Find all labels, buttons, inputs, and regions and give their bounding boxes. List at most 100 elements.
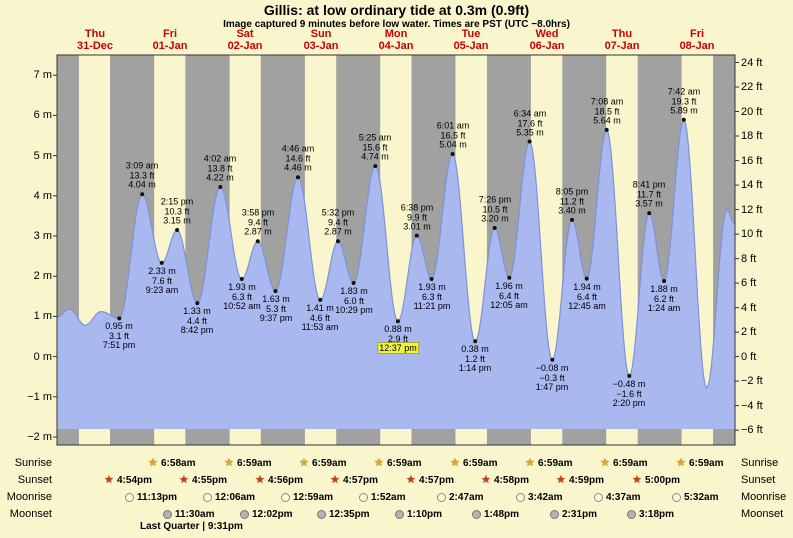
sunset-time: 4:54pm (117, 475, 153, 486)
y-axis-label-left: −2 m (27, 431, 52, 443)
tide-annotation-low: 1.94 m 6.4 ft 12:45 am (568, 282, 606, 311)
moonrise-icon (203, 493, 212, 502)
day-label: Fri 01-Jan (152, 28, 188, 52)
moonrise-time: 12:06am (215, 492, 256, 503)
tide-extreme-dot (527, 139, 532, 144)
tide-annotation-low: 1.88 m 6.2 ft 1:24 am (647, 284, 681, 313)
sunset-time: 4:57pm (419, 475, 455, 486)
sunset-star-icon: ★ (481, 474, 491, 486)
sunrise-star-icon: ★ (148, 457, 158, 469)
tide-extreme-dot (159, 260, 164, 265)
tide-annotation-low: 0.38 m 1.2 ft 1:14 pm (458, 344, 492, 373)
y-axis-label-right: 2 ft (741, 326, 757, 338)
tide-extreme-dot (414, 233, 419, 238)
tide-annotation-low: 1.83 m 6.0 ft 10:29 pm (335, 286, 373, 315)
sunrise-time: 6:59am (312, 458, 347, 469)
day-label: Thu 07-Jan (604, 28, 640, 52)
tide-extreme-dot (395, 319, 400, 324)
sunset-star-icon: ★ (406, 474, 416, 486)
sunset-star-icon: ★ (255, 474, 265, 486)
tide-annotation-high: 7:42 am 19.3 ft 5.89 m (667, 86, 701, 116)
sunrise-star-icon: ★ (374, 457, 384, 469)
y-axis-label-right: 6 ft (741, 277, 757, 289)
tide-extreme-dot (627, 373, 632, 378)
moonset-time: 12:02pm (252, 509, 293, 520)
sunrise-star-icon: ★ (600, 457, 610, 469)
tide-extreme-dot (662, 279, 667, 283)
moonrise-time: 12:59am (293, 492, 334, 503)
tide-extreme-dot (239, 277, 244, 281)
tide-extreme-dot (273, 289, 278, 294)
tide-extreme-dot (429, 277, 434, 281)
tide-annotation-high: 4:46 am 14.6 ft 4.46 m (281, 143, 315, 173)
tide-annotation-high: 6:01 am 16.5 ft 5.04 m (436, 120, 470, 150)
moonset-time: 2:31pm (562, 509, 598, 520)
sunset-time: 4:56pm (268, 475, 304, 486)
moonrise-icon (516, 493, 525, 502)
moonrise-row-label-right: Moonrise (741, 491, 787, 503)
y-axis-label-right: 24 ft (741, 57, 763, 69)
tide-annotation-high: 6:38 pm 9.9 ft 3.01 m (400, 202, 434, 232)
y-axis-label-left: 7 m (33, 69, 52, 81)
day-label: Sun 03-Jan (303, 28, 339, 52)
y-axis-label-right: 20 ft (741, 106, 763, 118)
y-axis-label-left: 4 m (33, 190, 52, 202)
day-label: Tue 05-Jan (453, 28, 489, 52)
moonset-icon (240, 510, 249, 519)
day-label: Mon 04-Jan (378, 28, 414, 52)
sunset-time: 5:00pm (645, 475, 681, 486)
y-axis-label-left: 6 m (33, 109, 52, 121)
tide-annotation-low: 1.93 m 6.3 ft 11:21 pm (413, 282, 451, 311)
tide-annotation-high: 8:41 pm 11.7 ft 3.57 m (632, 179, 666, 209)
moonrise-time: 11:13pm (137, 492, 178, 503)
y-axis-label-left: 3 m (33, 230, 52, 242)
sunrise-time: 6:59am (463, 458, 498, 469)
sunrise-star-icon: ★ (676, 457, 686, 469)
y-axis-label-right: 18 ft (741, 130, 763, 142)
tide-extreme-dot (550, 357, 555, 362)
moonset-time: 11:30am (175, 509, 215, 520)
tide-extreme-dot (604, 127, 609, 132)
moonset-icon (472, 510, 481, 519)
tide-annotation-high: 4:02 am 13.8 ft 4.22 m (203, 153, 237, 183)
tide-annotation-low: −0.08 m −0.3 ft 1:47 pm (535, 363, 569, 392)
y-axis-label-left: 2 m (33, 270, 52, 282)
sunrise-star-icon: ★ (224, 457, 234, 469)
page-title: Gillis: at low ordinary tide at 0.3m (0.… (263, 2, 530, 18)
moonset-icon (627, 510, 636, 519)
moonrise-icon (672, 493, 681, 502)
y-axis-label-right: 8 ft (741, 253, 757, 265)
tide-annotation-low: 0.88 m 2.9 ft 12:37 pm (377, 324, 419, 354)
y-axis-label-right: 16 ft (741, 155, 763, 167)
y-axis-label-right: 4 ft (741, 302, 757, 314)
tide-annotation-high: 2:15 pm 10.3 ft 3.15 m (160, 196, 194, 226)
tide-extreme-dot (681, 117, 686, 122)
y-axis-label-right: −4 ft (741, 400, 763, 412)
tide-annotation-low: 1.63 m 5.3 ft 9:37 pm (259, 294, 293, 323)
sunrise-time: 6:58am (161, 458, 196, 469)
sunrise-star-icon: ★ (450, 457, 460, 469)
y-axis-label-left: −1 m (27, 391, 52, 403)
sunset-star-icon: ★ (556, 474, 566, 486)
tide-extreme-dot (255, 239, 260, 244)
tide-annotation-high: 7:26 pm 10.5 ft 3.20 m (478, 194, 512, 224)
tide-annotation-low: 1.33 m 4.4 ft 8:42 pm (180, 306, 214, 335)
day-label: Fri 08-Jan (679, 28, 715, 52)
moonset-icon (550, 510, 559, 519)
tide-annotation-low: 1.93 m 6.3 ft 10:52 am (223, 282, 261, 311)
moon-phase-label: Last Quarter | 9:31pm (140, 521, 243, 532)
sunrise-time: 6:59am (613, 458, 648, 469)
sunrise-row-label-right: Sunrise (741, 457, 779, 469)
tide-annotation-low: 1.96 m 6.4 ft 12:05 am (490, 281, 528, 310)
tide-extreme-dot (296, 175, 300, 180)
moonset-time: 1:10pm (407, 509, 443, 520)
moonrise-icon (359, 493, 368, 502)
tide-curve-fill (57, 119, 735, 430)
sunset-star-icon: ★ (632, 474, 642, 486)
sunset-row-label-left: Sunset (17, 474, 52, 486)
sunset-star-icon: ★ (330, 474, 340, 486)
tide-extreme-dot (373, 164, 378, 169)
moonrise-time: 4:37am (606, 492, 641, 503)
sunrise-time: 6:59am (689, 458, 724, 469)
